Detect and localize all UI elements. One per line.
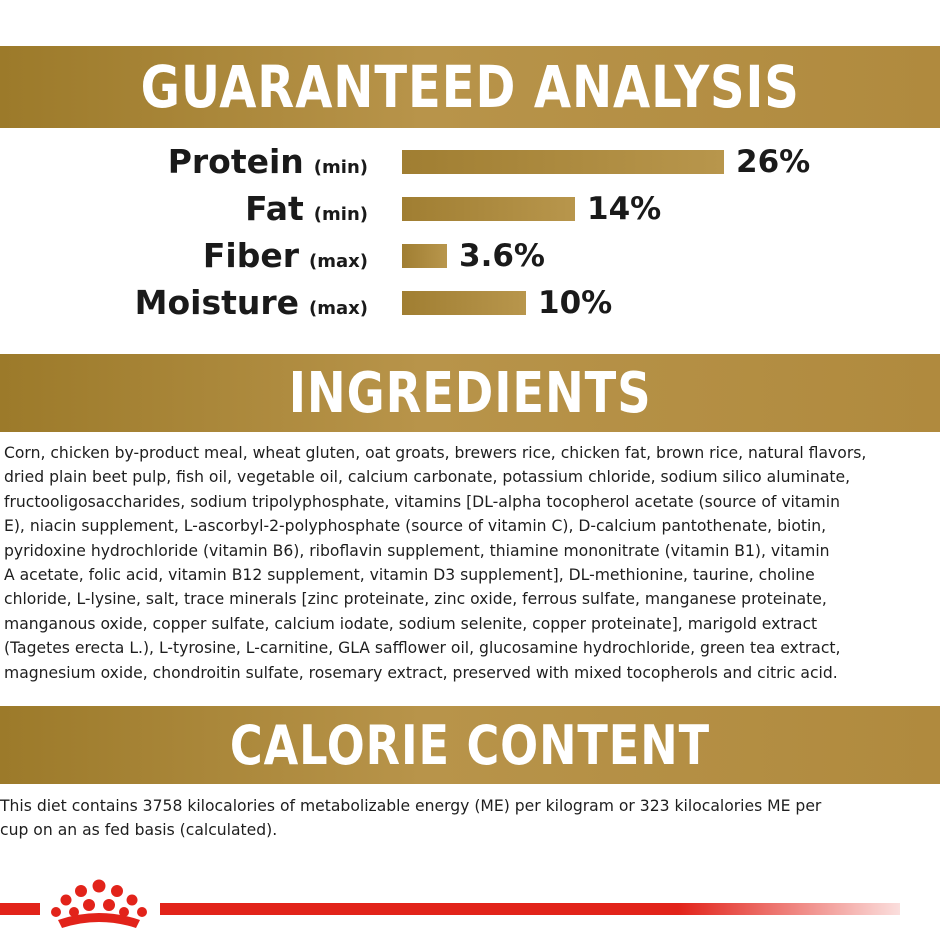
calorie-line: This diet contains 3758 kilocalories of … xyxy=(0,797,822,815)
analysis-label: Moisture (max) xyxy=(135,283,368,323)
ingredients-line: manganous oxide, copper sulfate, calcium… xyxy=(4,614,818,633)
calorie-text: This diet contains 3758 kilocalories of … xyxy=(0,794,940,842)
nutrient-qualifier: (min) xyxy=(313,204,368,225)
crown-logo-icon xyxy=(51,879,147,928)
nutrient-bar xyxy=(402,291,526,315)
nutrient-qualifier: (max) xyxy=(309,251,368,272)
analysis-row-fat: Fat (min) 14% xyxy=(0,189,940,229)
nutrient-percent: 26% xyxy=(736,144,811,180)
guaranteed-analysis-header: GUARANTEED ANALYSIS xyxy=(0,46,940,128)
ingredients-text: Corn, chicken by-product meal, wheat glu… xyxy=(4,441,940,685)
nutrient-name: Moisture xyxy=(134,283,300,322)
nutrient-bar xyxy=(402,150,724,174)
analysis-label: Fat (min) xyxy=(245,189,368,229)
guaranteed-analysis-title: GUARANTEED ANALYSIS xyxy=(140,53,800,121)
brand-stripe-right xyxy=(160,903,900,915)
nutrient-bar xyxy=(402,244,447,268)
ingredients-line: pyridoxine hydrochloride (vitamin B6), r… xyxy=(4,541,830,560)
analysis-row-protein: Protein (min) 26% xyxy=(0,142,940,182)
nutrient-qualifier: (min) xyxy=(313,157,368,178)
ingredients-line: (Tagetes erecta L.), L-tyrosine, L-carni… xyxy=(4,639,841,658)
brand-stripe-left xyxy=(0,903,40,915)
ingredients-line: E), niacin supplement, L-ascorbyl-2-poly… xyxy=(4,517,827,536)
ingredients-header: INGREDIENTS xyxy=(0,354,940,432)
nutrient-name: Fat xyxy=(245,189,304,228)
ingredients-line: dried plain beet pulp, fish oil, vegetab… xyxy=(4,468,851,487)
calorie-line: cup on an as fed basis (calculated). xyxy=(0,821,278,839)
nutrient-percent: 14% xyxy=(587,191,662,227)
nutrient-qualifier: (max) xyxy=(309,298,368,319)
ingredients-line: Corn, chicken by-product meal, wheat glu… xyxy=(4,444,867,462)
analysis-label: Protein (min) xyxy=(168,142,368,182)
calorie-content-header: CALORIE CONTENT xyxy=(0,706,940,784)
analysis-row-fiber: Fiber (max) 3.6% xyxy=(0,236,940,276)
nutrient-percent: 3.6% xyxy=(459,238,545,274)
nutrient-name: Fiber xyxy=(202,236,300,275)
ingredients-line: magnesium oxide, chondroitin sulfate, ro… xyxy=(4,663,838,682)
nutrient-bar xyxy=(402,197,575,221)
calorie-content-title: CALORIE CONTENT xyxy=(229,713,711,777)
ingredients-title: INGREDIENTS xyxy=(288,360,652,426)
ingredients-line: chloride, L-lysine, salt, trace minerals… xyxy=(4,590,827,609)
nutrient-percent: 10% xyxy=(538,285,613,321)
analysis-label: Fiber (max) xyxy=(203,236,368,276)
nutrient-name: Protein xyxy=(167,142,304,181)
ingredients-line: A acetate, folic acid, vitamin B12 suppl… xyxy=(4,566,815,585)
ingredients-line: fructooligosaccharides, sodium tripolyph… xyxy=(4,492,840,511)
analysis-row-moisture: Moisture (max) 10% xyxy=(0,283,940,323)
